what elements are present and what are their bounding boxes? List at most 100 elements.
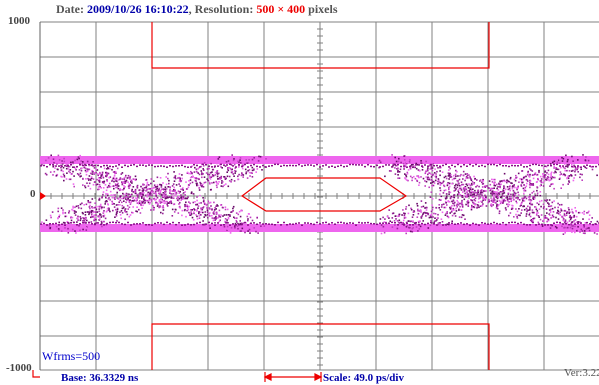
- zero-level-marker[interactable]: [40, 192, 46, 200]
- eye-sample: [240, 174, 243, 177]
- eye-sample: [567, 224, 570, 227]
- eye-sample: [529, 208, 531, 210]
- eye-sample: [512, 189, 515, 192]
- eye-sample: [447, 182, 449, 184]
- eye-sample: [411, 216, 414, 218]
- eye-sample: [498, 204, 500, 206]
- eye-sample: [427, 213, 430, 215]
- eye-sample: [404, 178, 407, 180]
- eye-sample: [500, 183, 502, 186]
- eye-sample: [239, 222, 241, 225]
- eye-sample: [255, 230, 257, 233]
- eye-sample: [434, 213, 437, 215]
- eye-rail-edge: [205, 223, 207, 225]
- eye-sample: [529, 168, 531, 170]
- eye-sample: [147, 193, 149, 195]
- eye-sample: [231, 170, 234, 173]
- eye-sample: [554, 206, 556, 209]
- eye-sample: [143, 183, 145, 186]
- eye-rail-edge: [586, 164, 588, 166]
- eye-sample: [503, 198, 505, 201]
- eye-sample: [179, 185, 181, 187]
- eye-sample: [52, 165, 55, 167]
- eye-sample: [548, 209, 551, 211]
- eye-sample: [560, 223, 562, 225]
- eye-sample: [517, 185, 519, 188]
- eye-sample: [505, 197, 507, 199]
- eye-rail-edge: [253, 163, 255, 166]
- eye-sample: [204, 181, 207, 184]
- eye-sample: [510, 195, 512, 198]
- eye-sample: [498, 200, 501, 202]
- eye-sample: [538, 216, 540, 218]
- eye-sample: [588, 227, 590, 229]
- eye-sample: [218, 163, 221, 165]
- eye-sample: [253, 228, 256, 230]
- eye-sample: [562, 174, 564, 176]
- eye-sample: [129, 203, 132, 205]
- eye-sample: [584, 159, 587, 161]
- eye-sample: [189, 182, 192, 185]
- eye-rail-edge: [466, 223, 468, 225]
- eye-sample: [217, 178, 219, 180]
- eye-sample: [523, 192, 525, 195]
- eye-sample: [468, 190, 471, 192]
- eye-rail-edge: [523, 223, 525, 226]
- eye-sample: [451, 220, 453, 223]
- eye-sample: [106, 179, 108, 181]
- eye-sample: [67, 165, 69, 168]
- eye-sample: [232, 159, 235, 162]
- eye-sample: [430, 162, 432, 164]
- eye-sample: [146, 181, 149, 184]
- eye-sample: [185, 205, 187, 207]
- eye-sample: [73, 212, 76, 214]
- eye-sample: [102, 215, 105, 217]
- eye-sample: [398, 213, 401, 216]
- eye-sample: [106, 207, 109, 210]
- eye-sample: [97, 174, 99, 177]
- eye-rail-edge: [268, 223, 270, 225]
- eye-rail-edge: [454, 165, 456, 168]
- eye-rail-edge: [457, 223, 459, 225]
- eye-sample: [547, 218, 550, 221]
- eye-sample: [208, 182, 211, 184]
- eye-sample: [49, 214, 52, 217]
- eye-rail-edge: [247, 224, 249, 226]
- eye-sample: [431, 181, 434, 184]
- eye-sample: [90, 216, 92, 219]
- eye-sample: [545, 179, 548, 181]
- eye-sample: [211, 217, 214, 219]
- eye-sample: [409, 175, 412, 178]
- eye-sample: [203, 199, 205, 202]
- eye-rail-edge: [322, 222, 324, 224]
- eye-sample: [557, 168, 560, 171]
- eye-sample: [188, 184, 190, 186]
- eye-sample: [379, 161, 382, 164]
- eye-sample: [557, 218, 560, 220]
- eye-sample: [480, 200, 482, 203]
- eye-rail-edge: [343, 165, 345, 168]
- eye-sample: [471, 181, 474, 183]
- eye-sample: [471, 190, 474, 193]
- eye-rail-edge: [244, 221, 246, 224]
- eye-sample: [484, 186, 487, 188]
- eye-sample: [420, 200, 423, 202]
- eye-sample: [522, 200, 524, 202]
- eye-sample: [73, 210, 76, 212]
- eye-sample: [516, 187, 518, 189]
- eye-sample: [587, 211, 589, 214]
- eye-sample: [92, 215, 95, 218]
- eye-sample: [416, 202, 418, 205]
- eye-rail-edge: [328, 223, 330, 225]
- eye-sample: [136, 202, 139, 204]
- eye-sample: [226, 175, 229, 178]
- eye-sample: [488, 187, 490, 189]
- eye-sample: [143, 197, 145, 199]
- eye-sample: [140, 193, 143, 195]
- y-axis-min-label: -1000: [6, 362, 32, 374]
- eye-sample: [512, 197, 515, 199]
- eye-sample: [242, 174, 245, 176]
- eye-sample: [564, 174, 566, 176]
- eye-sample: [397, 167, 399, 169]
